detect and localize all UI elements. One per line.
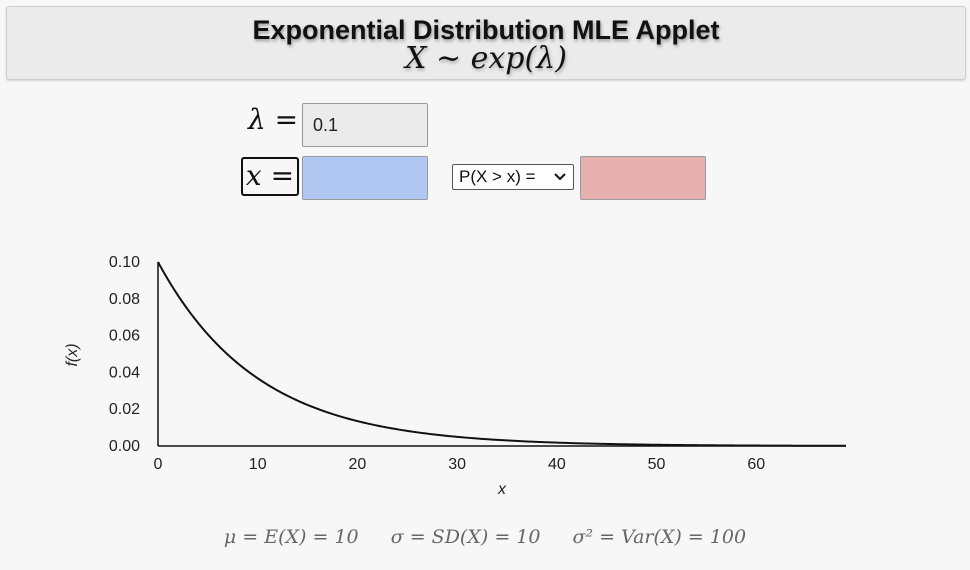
header: Exponential Distribution MLE Applet X ∼ … [6, 6, 966, 80]
variance-stat: σ² = Var(X) = 100 [572, 526, 747, 548]
distribution-notation: X ∼ exp(λ) [405, 41, 567, 76]
y-tick-label: 0.00 [109, 438, 140, 455]
summary-statistics: μ = E(X) = 10 σ = SD(X) = 10 σ² = Var(X)… [0, 526, 970, 548]
x-tick-label: 10 [249, 456, 267, 473]
y-tick-label: 0.04 [109, 364, 140, 381]
app-title: Exponential Distribution MLE Applet [252, 15, 720, 45]
y-tick-label: 0.10 [109, 254, 140, 271]
x-tick-label: 60 [747, 456, 765, 473]
lambda-value: 0.1 [313, 115, 339, 135]
lambda-label: λ = [248, 103, 299, 136]
density-curve [157, 261, 846, 447]
x-axis-label: x [497, 481, 507, 498]
mean-stat: μ = E(X) = 10 [223, 526, 359, 548]
x-input[interactable] [302, 156, 428, 200]
lambda-input[interactable]: 0.1 [302, 103, 428, 147]
probability-type-value: P(X > x) = [459, 167, 536, 186]
probability-output[interactable] [580, 156, 706, 200]
sd-stat: σ = SD(X) = 10 [390, 526, 541, 548]
chevron-down-icon [553, 166, 567, 191]
x-tick-label: 20 [349, 456, 367, 473]
x-tick-label: 50 [648, 456, 666, 473]
probability-type-select[interactable]: P(X > x) = [452, 164, 574, 190]
y-tick-label: 0.02 [109, 401, 140, 418]
y-tick-label: 0.08 [109, 291, 140, 308]
x-tick-label: 0 [154, 456, 163, 473]
y-tick-label: 0.06 [109, 328, 140, 345]
x-tick-label: 40 [548, 456, 566, 473]
x-tick-label: 30 [448, 456, 466, 473]
x-label: x = [241, 157, 299, 196]
density-chart: 0.00 0.02 0.04 0.06 0.08 0.10 0 10 20 30 40 50 60 f… [64, 254, 846, 498]
y-axis-label: f(x) [64, 343, 81, 366]
